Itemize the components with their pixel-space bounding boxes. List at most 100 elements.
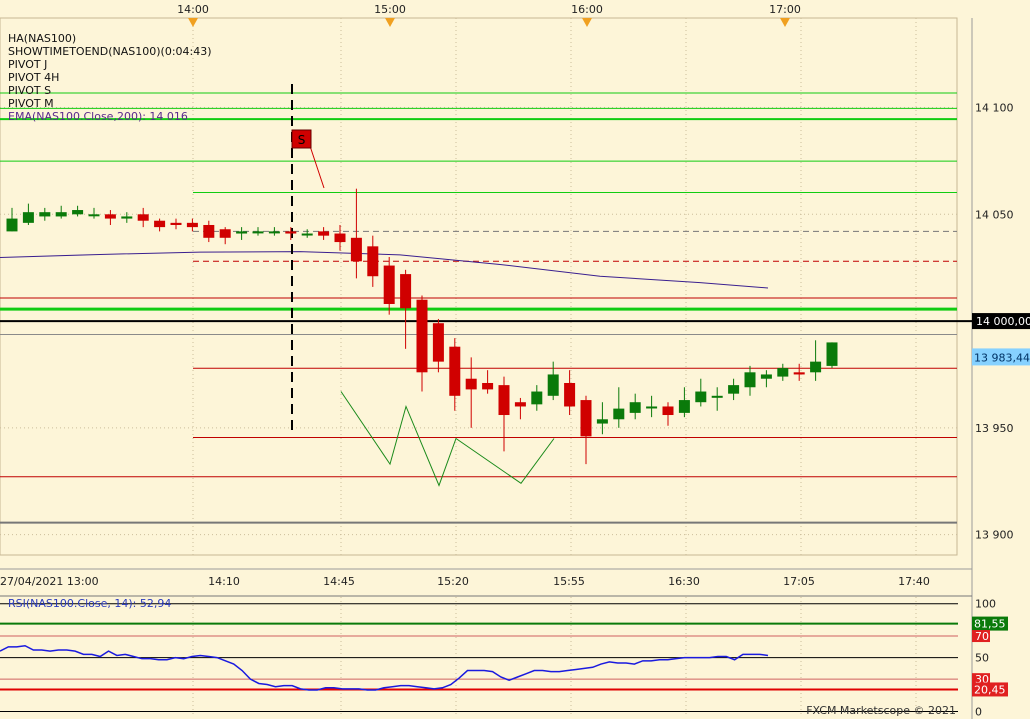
bottom-time-tick: 17:40: [898, 575, 930, 588]
candle-body: [39, 212, 51, 217]
bottom-time-tick: 16:30: [668, 575, 700, 588]
candle-body: [236, 231, 248, 234]
candle-body: [662, 406, 674, 416]
candle-body: [793, 372, 805, 375]
legend-showtime: SHOWTIMETOEND(NAS100)(0:04:43): [8, 45, 212, 58]
top-time-tick: 15:00: [374, 3, 406, 16]
time-marker-icon: [188, 18, 198, 27]
candle-body: [465, 378, 477, 390]
candle-body: [760, 374, 772, 379]
candle-body: [186, 222, 198, 228]
time-marker-icon: [385, 18, 395, 27]
candle-body: [416, 299, 428, 373]
candle-body: [72, 210, 84, 215]
candle-body: [826, 342, 838, 366]
candle-body: [711, 395, 723, 398]
rsi-70-box: [972, 630, 990, 643]
candle-body: [268, 231, 280, 234]
rsi-lower-label: 20,45: [974, 683, 1006, 696]
candle-body: [301, 233, 313, 236]
candle-body: [728, 385, 740, 394]
legend-ema: EMA(NAS100.Close,200): 14 016: [8, 110, 188, 123]
candle-body: [613, 408, 625, 420]
candle-body: [350, 237, 362, 262]
rsi-tick-label: 0: [975, 706, 982, 719]
legend-pivot-s: PIVOT S: [8, 84, 52, 97]
candle-body: [318, 231, 330, 236]
bottom-time-tick: 27/04/2021 13:00: [0, 575, 99, 588]
bottom-time-tick: 14:10: [208, 575, 240, 588]
candle-body: [285, 231, 297, 234]
legend-pivot-m: PIVOT M: [8, 97, 54, 110]
candle-body: [547, 374, 559, 396]
top-time-tick: 17:00: [769, 3, 801, 16]
bottom-time-tick: 15:55: [553, 575, 585, 588]
candle-body: [137, 214, 149, 221]
candle-body: [564, 382, 576, 407]
candle-body: [367, 246, 379, 277]
current-price-box: [972, 348, 1030, 366]
top-time-tick: 14:00: [177, 3, 209, 16]
rsi-30-box: [972, 673, 990, 686]
candle-body: [334, 233, 346, 243]
candle-body: [219, 229, 231, 238]
candle-body: [596, 419, 608, 424]
indicator-legend: HA(NAS100) SHOWTIMETOEND(NAS100)(0:04:43…: [8, 32, 212, 123]
rsi-lower-box: [972, 682, 1008, 697]
bottom-time-tick: 17:05: [783, 575, 815, 588]
current-price-label: 13 983,44: [974, 351, 1030, 364]
signal-badge-label: S: [298, 133, 306, 147]
candle-body: [678, 400, 690, 413]
candle-body: [104, 214, 116, 219]
candle-body: [55, 212, 67, 217]
candle-body: [121, 216, 133, 219]
rsi-current-label: 81,55: [974, 618, 1006, 631]
candle-body: [383, 265, 395, 304]
candle-body: [482, 382, 494, 390]
copyright-text: FXCM Marketscope © 2021: [806, 704, 956, 717]
candle-body: [22, 212, 34, 223]
time-marker-icon: [780, 18, 790, 27]
candle-body: [6, 218, 18, 232]
candle-body: [449, 346, 461, 396]
candle-body: [646, 406, 658, 409]
candle-body: [88, 214, 100, 217]
legend-pivot-j: PIVOT J: [8, 58, 48, 71]
price-level-box: [972, 313, 1030, 330]
price-tick-label: 13 950: [975, 422, 1014, 435]
price-tick-label: 14 050: [975, 208, 1014, 221]
legend-ha: HA(NAS100): [8, 32, 77, 45]
time-marker-icon: [582, 18, 592, 27]
candle-body: [531, 391, 543, 405]
price-tick-label: 13 900: [975, 529, 1014, 542]
top-time-tick: 16:00: [571, 3, 603, 16]
candle-body: [629, 402, 641, 413]
candle-body: [170, 222, 182, 225]
signal-connector: [291, 145, 325, 189]
candle-body: [252, 231, 264, 234]
legend-pivot-4h: PIVOT 4H: [8, 71, 60, 84]
candle-body: [514, 402, 526, 407]
candle-body: [744, 372, 756, 388]
rsi-tick-label: 50: [975, 652, 989, 665]
price-level-label: 14 000,00: [976, 315, 1030, 328]
bottom-time-tick: 14:45: [323, 575, 355, 588]
candle-body: [777, 368, 789, 377]
candle-body: [810, 361, 822, 373]
ema-line: [0, 251, 769, 289]
candle-body: [154, 220, 166, 228]
signal-badge: [291, 129, 312, 149]
candle-body: [695, 391, 707, 403]
bottom-time-tick: 15:20: [437, 575, 469, 588]
rsi-legend: RSI(NAS100.Close, 14): 52,94: [8, 597, 172, 610]
candle-body: [432, 323, 444, 362]
candle-body: [580, 400, 592, 437]
candle-body: [203, 224, 215, 238]
rsi-tick-label: 100: [975, 598, 996, 611]
rsi-70-label: 70: [975, 630, 989, 643]
price-tick-label: 14 100: [975, 102, 1014, 115]
rsi-line: [0, 644, 769, 691]
candle-body: [498, 385, 510, 416]
